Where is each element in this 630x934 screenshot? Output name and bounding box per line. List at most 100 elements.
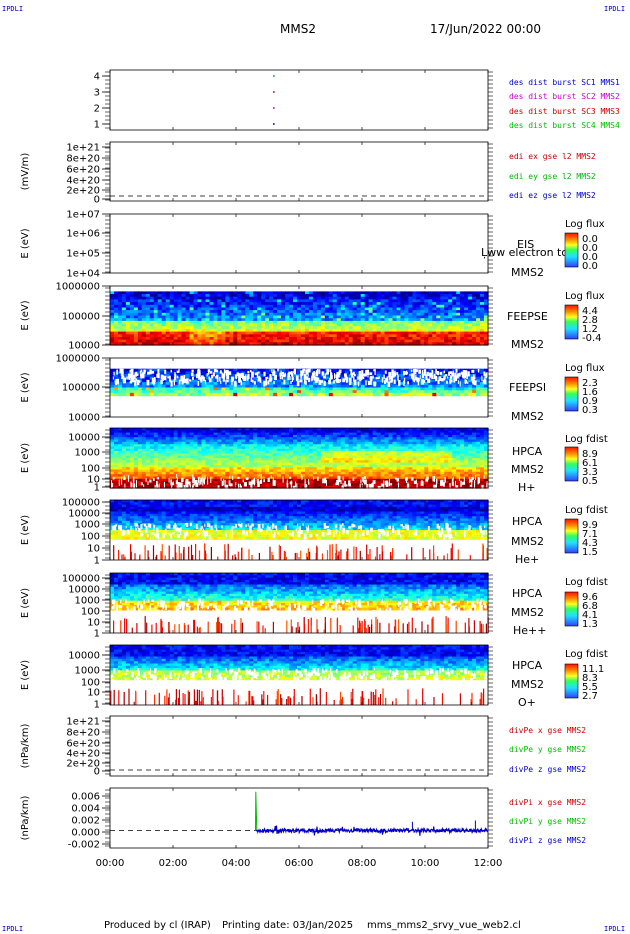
spectrogram-cell: [340, 337, 346, 341]
spectrogram-cell: [125, 379, 131, 383]
data-gap: [290, 381, 292, 384]
spectrogram-cell: [114, 384, 119, 389]
spectrogram-cell: [177, 328, 183, 333]
spectrogram-cell: [293, 342, 298, 346]
spectrogram-cell: [229, 392, 234, 397]
spectrogram-cell: [221, 310, 226, 314]
spectrogram-cell: [110, 387, 115, 391]
spectrogram-cell: [213, 379, 219, 383]
spectrogram-cell: [293, 331, 298, 335]
spectrogram-cell: [297, 302, 302, 306]
spectrogram-cell: [197, 312, 203, 317]
spectrogram-cell: [277, 390, 282, 394]
label-feepse: FEEPSE: [507, 310, 548, 323]
spectrogram-cell: [165, 374, 171, 378]
spectrogram-cell: [448, 310, 453, 314]
spectrogram-cell: [464, 337, 469, 341]
data-gap: [446, 380, 448, 384]
spectrogram-cell: [110, 392, 115, 397]
spectrogram-cell: [412, 331, 417, 335]
spectrogram-cell: [153, 368, 159, 372]
spectrogram-cell: [237, 337, 242, 341]
spectrogram-cell: [277, 294, 282, 298]
spectrogram-cell: [476, 371, 481, 375]
data-gap: [391, 369, 394, 375]
spectrogram-cell: [209, 339, 215, 343]
spectrogram-cell: [332, 339, 338, 343]
spectrogram-cell: [209, 390, 215, 394]
spectrogram-cell: [197, 328, 203, 333]
data-gap: [291, 378, 293, 382]
data-gap: [451, 376, 453, 379]
spectrogram-cell: [384, 307, 390, 311]
spectrogram-cell: [110, 334, 115, 338]
spectrogram-cell: [392, 339, 398, 343]
spectrogram-cell: [297, 326, 302, 330]
spectrogram-cell: [193, 390, 199, 394]
spectrogram-cell: [209, 323, 215, 327]
spectrogram-cell: [400, 387, 406, 391]
spectrogram-cell: [233, 307, 238, 311]
spectrogram-cell: [161, 310, 167, 314]
spectrogram-cell: [456, 312, 461, 317]
spectrogram-cell: [221, 299, 226, 303]
spectrogram-cell: [336, 328, 342, 333]
spectrogram-cell: [456, 342, 461, 346]
spectrogram-cell: [205, 390, 211, 394]
spectrogram-cell: [209, 320, 215, 325]
spectrogram-cell: [332, 312, 338, 317]
spectrogram-cell: [161, 379, 167, 383]
spectrogram-cell: [221, 334, 226, 338]
corner-mark-br: IPDLI: [604, 925, 626, 933]
data-gap: [323, 381, 326, 386]
spectrogram-cell: [396, 334, 402, 338]
data-gap: [140, 369, 143, 373]
spectrogram-cell: [372, 291, 378, 295]
spectrogram-cell: [257, 331, 262, 335]
spectrogram-cell: [472, 339, 477, 343]
spectrogram-cell: [118, 312, 123, 317]
spectrogram-cell: [209, 337, 215, 341]
spectrogram-cell: [392, 291, 398, 295]
spectrogram-cell: [169, 318, 175, 322]
spectrogram-cell: [440, 312, 445, 317]
spectrogram-cell: [476, 315, 481, 319]
spectrogram-cell: [269, 342, 274, 346]
spectrogram-cell: [404, 331, 409, 335]
spectrogram-cell: [181, 294, 187, 298]
data-gap: [334, 373, 336, 379]
spectrogram-cell: [157, 326, 163, 330]
colorbar-val-feepsi-2: 0.9: [582, 396, 598, 407]
spectrogram-cell: [348, 304, 354, 309]
spectrogram-cell: [197, 320, 203, 325]
spectrogram-cell: [129, 331, 135, 335]
spectrogram-cell: [169, 374, 175, 378]
spectrogram-cell: [396, 392, 402, 397]
spectrogram-cell: [257, 294, 262, 298]
spectrogram-cell: [420, 310, 425, 314]
spectrogram-cell: [213, 334, 219, 338]
spectrogram-cell: [169, 342, 175, 346]
spectrogram-cell: [408, 379, 413, 383]
spectrogram-cell: [305, 318, 310, 322]
spectrogram-cell: [133, 294, 139, 298]
spectrogram-cell: [360, 331, 366, 335]
spectrogram-cell: [205, 296, 211, 300]
spectrogram-cell: [153, 326, 159, 330]
spectrogram-cell: [308, 296, 314, 300]
spectrogram-cell: [149, 320, 155, 325]
spectrogram-cell: [436, 368, 441, 372]
spectrogram-cell: [324, 307, 330, 311]
spectrogram-cell: [428, 337, 433, 341]
colorbar-val-hpca-he-3: 1.5: [582, 547, 598, 558]
spectrogram-cell: [185, 320, 191, 325]
spectrogram-cell: [456, 387, 461, 391]
data-gap: [281, 374, 283, 380]
spectrogram-cell: [440, 342, 445, 346]
colorbar-val-eis-2: 0.0: [582, 252, 598, 263]
spectrogram-cell: [468, 368, 473, 372]
spectrogram-cell: [352, 312, 358, 317]
spectrogram-cell: [181, 320, 187, 325]
spectrogram-cell: [241, 368, 246, 372]
spectrogram-cell: [308, 310, 314, 314]
